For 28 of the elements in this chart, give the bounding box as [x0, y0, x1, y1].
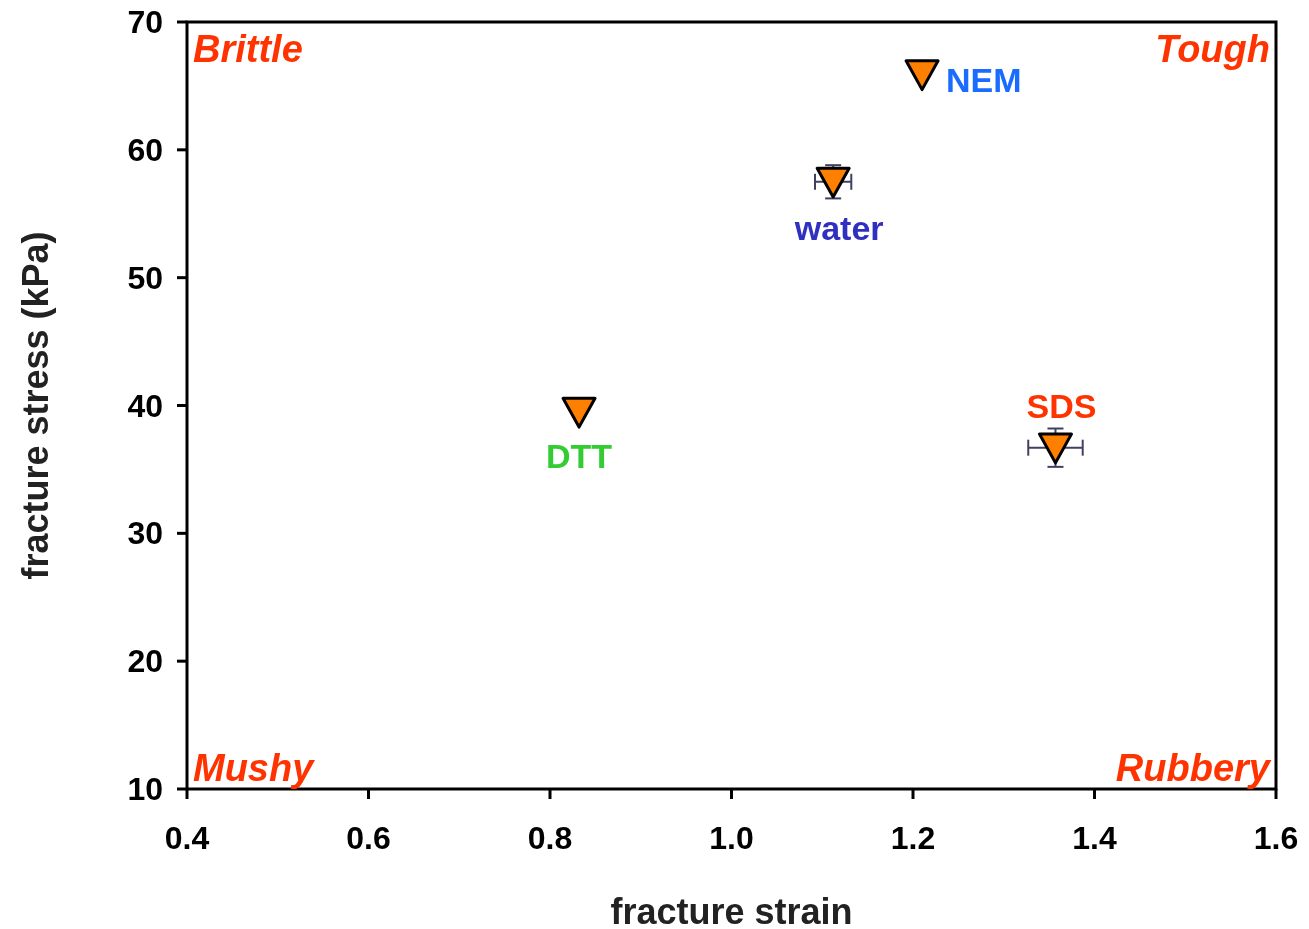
annotation: Rubbery: [1115, 747, 1272, 789]
y-tick-label: 10: [127, 771, 163, 807]
point: [815, 166, 851, 199]
point: [1037, 432, 1073, 465]
x-tick-label: 1.0: [709, 820, 754, 856]
series-label: DTT: [545, 436, 613, 475]
x-tick-label: 0.4: [164, 820, 210, 856]
series-label: water: [793, 208, 884, 247]
annotation: Brittle: [193, 28, 303, 70]
annotation: Tough: [1155, 28, 1270, 70]
x-tick-label: 1.6: [1253, 820, 1299, 856]
series-label: NEM: [946, 61, 1022, 100]
y-tick-label: 40: [127, 387, 163, 424]
x-tick-label: 0.8: [527, 820, 573, 856]
y-tick-label: 20: [127, 643, 163, 680]
x-axis-title: fracture strain: [610, 891, 853, 929]
y-tick-label: 50: [127, 259, 163, 296]
point: [561, 396, 597, 429]
y-tick-label: 60: [127, 131, 163, 168]
y-tick-label: 30: [127, 515, 163, 552]
point: [904, 59, 940, 92]
x-tick-label: 0.6: [346, 820, 391, 856]
x-tick-label: 1.2: [890, 820, 936, 856]
series-label: SDS: [1026, 386, 1097, 425]
x-tick-label: 1.4: [1072, 820, 1117, 856]
y-axis-title: fracture stress (kPa): [15, 231, 56, 580]
annotation: Mushy: [193, 747, 316, 789]
y-tick-label: 70: [127, 4, 163, 40]
